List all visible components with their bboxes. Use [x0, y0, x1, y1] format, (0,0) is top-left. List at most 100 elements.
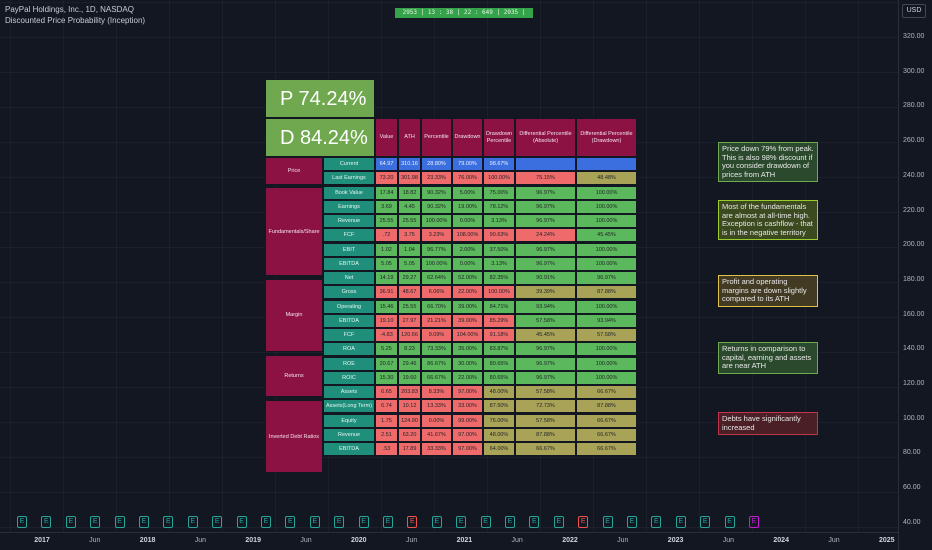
annotation-note[interactable]: Profit and operating margins are down sl… [718, 275, 818, 307]
earnings-marker-icon[interactable]: E [578, 516, 589, 528]
earnings-marker-icon[interactable]: E [553, 516, 564, 528]
time-tick-year: 2018 [139, 537, 156, 544]
table-cell: 15.30 [375, 370, 398, 385]
table-row-label: Gross [323, 285, 375, 300]
table-row: Earnings 3.69 4.45 90.32% 19.00% 78.12% 96.97%… [323, 199, 637, 214]
table-cell: 90.32% [421, 185, 452, 200]
earnings-marker-icon[interactable]: E [163, 516, 174, 528]
table-cell: 35.00% [452, 342, 483, 357]
earnings-marker-icon[interactable]: E [309, 516, 320, 528]
earnings-marker-icon[interactable]: E [724, 516, 735, 528]
earnings-marker-icon[interactable]: E [505, 516, 515, 528]
table-header-cell: ATH [398, 118, 421, 157]
table-cell: 57.58% [515, 313, 576, 328]
annotation-note[interactable]: Price down 79% from peak. This is also 9… [718, 142, 818, 182]
table-cell: 78.12% [483, 199, 515, 214]
table-cell: 3.13% [483, 214, 515, 228]
table-header-cell: Value [375, 118, 398, 157]
annotation-note[interactable]: Returns in comparison to capital, earnin… [718, 342, 818, 374]
earnings-marker-icon[interactable]: E [17, 516, 27, 528]
time-tick-year: 2019 [245, 537, 261, 544]
table-group-label: Returns [265, 354, 323, 398]
table-cell: 104.00% [452, 328, 483, 342]
table-row-label: Current [323, 157, 375, 171]
earnings-marker-icon[interactable]: E [480, 516, 491, 528]
table-cell: 10.12 [398, 399, 421, 414]
chart-header: PayPal Holdings, Inc., 1D, NASDAQ Discou… [5, 4, 145, 26]
time-tick-month: Jun [300, 537, 312, 544]
table-cell: 90.91% [515, 271, 576, 285]
earnings-marker-icon[interactable]: E [114, 516, 125, 528]
table-header-cell: Drawdown Percentile [483, 118, 515, 157]
table-row-label: Assets(Long Term) [323, 399, 375, 414]
table-cell: 91.18% [483, 328, 515, 342]
earnings-marker-icon[interactable]: E [675, 516, 686, 528]
earnings-marker-icon[interactable]: E [700, 516, 711, 528]
annotation-note[interactable]: Most of the fundamentals are almost at a… [718, 200, 818, 240]
price-tick: 300.00 [903, 67, 925, 75]
table-row: Revenue 2.51 63.20 41.67% 97.00% 48.00% 87.88%… [323, 427, 637, 442]
table-cell: 310.16 [398, 157, 421, 171]
table-cell: 29.27 [398, 271, 421, 285]
table-cell: 96.97% [515, 199, 576, 214]
price-tick: 320.00 [903, 33, 925, 40]
table-cell: 2.00% [452, 242, 483, 257]
table-header-cell: Differential Percentile (Drawdown) [576, 118, 637, 157]
earnings-marker-icon[interactable]: E [212, 516, 223, 528]
time-axis[interactable]: 2017 Jun 2018 Jun 2019 Jun 2020 Jun 2021 Jun 2022 J… [0, 532, 898, 550]
table-cell: 84.71% [483, 299, 515, 314]
table-row: Last Earnings 73.20 301.98 23.33% 76.00% 100.… [323, 171, 637, 186]
table-cell: 14.19 [375, 271, 398, 285]
table-cell: 2.51 [375, 427, 398, 442]
earnings-marker-icon[interactable]: E [90, 516, 101, 528]
price-axis[interactable]: 320.00 300.00 280.00 260.00 240.00 220.00 200.… [898, 0, 932, 550]
table-cell: -4.83 [375, 328, 398, 342]
earnings-marker-icon[interactable]: E [65, 516, 76, 528]
price-tick: 80.00 [903, 449, 921, 457]
earnings-marker-icon[interactable]: E [627, 516, 637, 528]
earnings-marker-icon[interactable]: E [602, 516, 613, 528]
table-cell: 20.67 [375, 356, 398, 371]
probability-p-box: P 74.24% [265, 79, 375, 118]
table-cell: 8.23 [398, 342, 421, 357]
earnings-marker-icon[interactable]: E [187, 516, 198, 528]
earnings-marker-icon[interactable]: E [334, 516, 345, 528]
price-tick: 40.00 [903, 518, 921, 526]
table-row-label: Equity [323, 413, 375, 428]
earnings-marker-icon[interactable]: E [139, 516, 149, 528]
symbol-title[interactable]: PayPal Holdings, Inc., 1D, NASDAQ [5, 5, 134, 14]
earnings-marker-icon[interactable]: E [236, 516, 247, 528]
table-cell: 6.74 [375, 399, 398, 414]
table-row-label: Assets [323, 385, 375, 399]
earnings-marker-icon[interactable]: E [529, 516, 540, 528]
price-tick: 160.00 [903, 310, 925, 318]
table-cell: 62.64% [421, 271, 452, 285]
earnings-marker-icon[interactable]: E [41, 516, 52, 528]
table-cell: 6.06% [421, 285, 452, 300]
earnings-marker-icon[interactable]: E [431, 516, 442, 528]
earnings-marker-icon[interactable]: E [456, 516, 467, 528]
earnings-marker-icon[interactable]: E [407, 516, 418, 528]
table-group-label: Inverted Debt Ratios [265, 400, 323, 474]
currency-button[interactable]: USD [902, 4, 926, 18]
earnings-marker-icon[interactable]: E [383, 516, 393, 528]
table-cell: 66.67% [576, 385, 637, 399]
table-row: ROE 20.67 29.46 86.67% 30.00% 80.65% 96.97% 100… [323, 356, 637, 371]
indicator-title[interactable]: Discounted Price Probability (Inception) [5, 16, 146, 25]
earnings-marker-icon[interactable]: E [261, 516, 271, 528]
table-cell: 96.97% [576, 271, 637, 285]
table-group-label: Fundamentals/Share [265, 187, 323, 276]
time-tick-month: Jun [405, 537, 418, 544]
table-row-label: EBITDA [323, 256, 375, 271]
earnings-marker-icon[interactable]: E [749, 516, 759, 528]
earnings-marker-icon[interactable]: E [651, 516, 662, 528]
table-cell: 99.00% [452, 413, 483, 428]
time-tick-month: Jun [89, 537, 101, 544]
table-header-cell: Differential Percentile (Absolute) [515, 118, 576, 157]
table-row-label: FCF [323, 228, 375, 243]
table-cell: 48.00% [483, 427, 515, 442]
annotation-note[interactable]: Debts have significantly increased [718, 412, 818, 435]
table-cell: 96.97% [515, 342, 576, 357]
earnings-marker-icon[interactable]: E [285, 516, 296, 528]
earnings-marker-icon[interactable]: E [358, 516, 369, 528]
